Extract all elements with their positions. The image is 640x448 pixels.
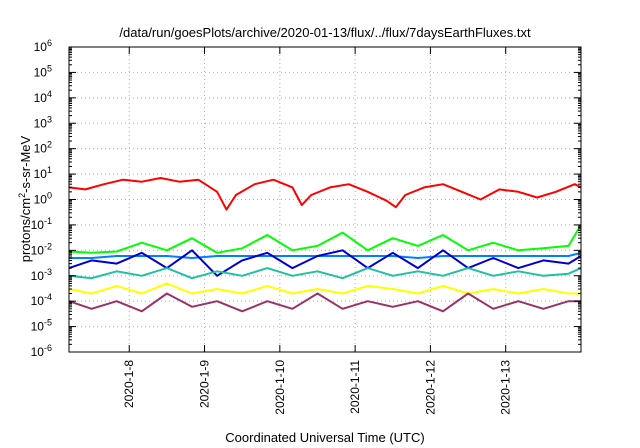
series-line-6 — [68, 282, 581, 295]
series-line-4 — [68, 249, 582, 277]
y-tick-label-base: 10 — [34, 142, 48, 156]
x-axis: 2020-1-8 2020-1-9 2020-1-10 2020-1-11 2020-1… — [122, 47, 513, 415]
y-tick-label-exponent: 6 — [47, 38, 52, 48]
y-tick-label-exponent: -5 — [44, 318, 52, 328]
y-tick-label-exponent: -4 — [44, 292, 52, 302]
y-tick-label-base: 10 — [31, 218, 45, 232]
y-axis-label: protons/cm2-s-sr-MeV — [17, 135, 33, 262]
y-tick-label-base: 10 — [34, 116, 48, 130]
y-tick-label: 106 — [34, 38, 52, 54]
y-tick-label-base: 10 — [34, 91, 48, 105]
y-tick-label-base: 10 — [34, 65, 48, 79]
y-tick-label-exponent: 0 — [47, 191, 52, 201]
series-line-1 — [68, 177, 582, 211]
y-tick-label-exponent: -1 — [44, 216, 52, 226]
y-tick-label: 10-5 — [31, 318, 52, 334]
y-tick-label: 104 — [34, 89, 52, 105]
y-tick-label: 101 — [34, 165, 52, 181]
y-tick-label-base: 10 — [31, 345, 45, 359]
y-axis-label-unit: protons/cm — [18, 198, 33, 262]
x-tick-label: 2020-1-12 — [423, 360, 437, 415]
y-tick-label: 10-6 — [31, 343, 52, 359]
y-tick-label-base: 10 — [34, 193, 48, 207]
x-tick-label: 2020-1-11 — [348, 360, 362, 414]
y-tick-label: 102 — [34, 140, 52, 156]
x-tick-label: 2020-1-10 — [273, 360, 287, 415]
y-tick-label: 10-3 — [31, 267, 52, 283]
x-tick-label: 2020-1-9 — [198, 360, 212, 408]
x-tick-label: 2020-1-13 — [499, 360, 513, 415]
y-tick-label-base: 10 — [31, 243, 45, 257]
y-tick-label-exponent: -2 — [44, 241, 52, 251]
y-axis: 10-610-510-410-310-210-11001011021031041… — [31, 38, 581, 359]
y-tick-label: 100 — [34, 191, 52, 207]
y-tick-label-exponent: 2 — [47, 140, 52, 150]
y-tick-label: 10-2 — [31, 241, 52, 257]
series-line-2 — [68, 224, 582, 254]
y-tick-label: 103 — [34, 114, 52, 130]
y-tick-label: 10-1 — [31, 216, 52, 232]
y-axis-label-rest: -s-sr-MeV — [18, 135, 33, 192]
y-tick-label-exponent: 1 — [47, 165, 52, 175]
grid-lines — [69, 47, 581, 352]
y-tick-label-exponent: 4 — [47, 89, 52, 99]
x-axis-label: Coordinated Universal Time (UTC) — [225, 430, 424, 445]
y-tick-label-base: 10 — [34, 167, 48, 181]
y-tick-label-exponent: -3 — [44, 267, 52, 277]
series-line-5 — [68, 267, 582, 280]
y-tick-label-exponent: 5 — [47, 63, 52, 73]
y-tick-label-base: 10 — [31, 269, 45, 283]
x-tick-label: 2020-1-8 — [122, 360, 136, 408]
series-layer — [68, 177, 582, 313]
y-tick-label-base: 10 — [31, 320, 45, 334]
series-line-7 — [68, 292, 581, 313]
y-tick-label-exponent: 3 — [47, 114, 52, 124]
y-axis-label-superscript: 2 — [17, 193, 27, 198]
y-tick-label-base: 10 — [31, 294, 45, 308]
y-tick-label-exponent: -6 — [44, 343, 52, 353]
chart-title: /data/run/goesPlots/archive/2020-01-13/f… — [119, 25, 531, 40]
series-line-3 — [69, 251, 582, 259]
y-tick-label-base: 10 — [34, 40, 48, 54]
y-tick-label: 10-4 — [31, 292, 52, 308]
y-tick-label: 105 — [34, 63, 52, 79]
